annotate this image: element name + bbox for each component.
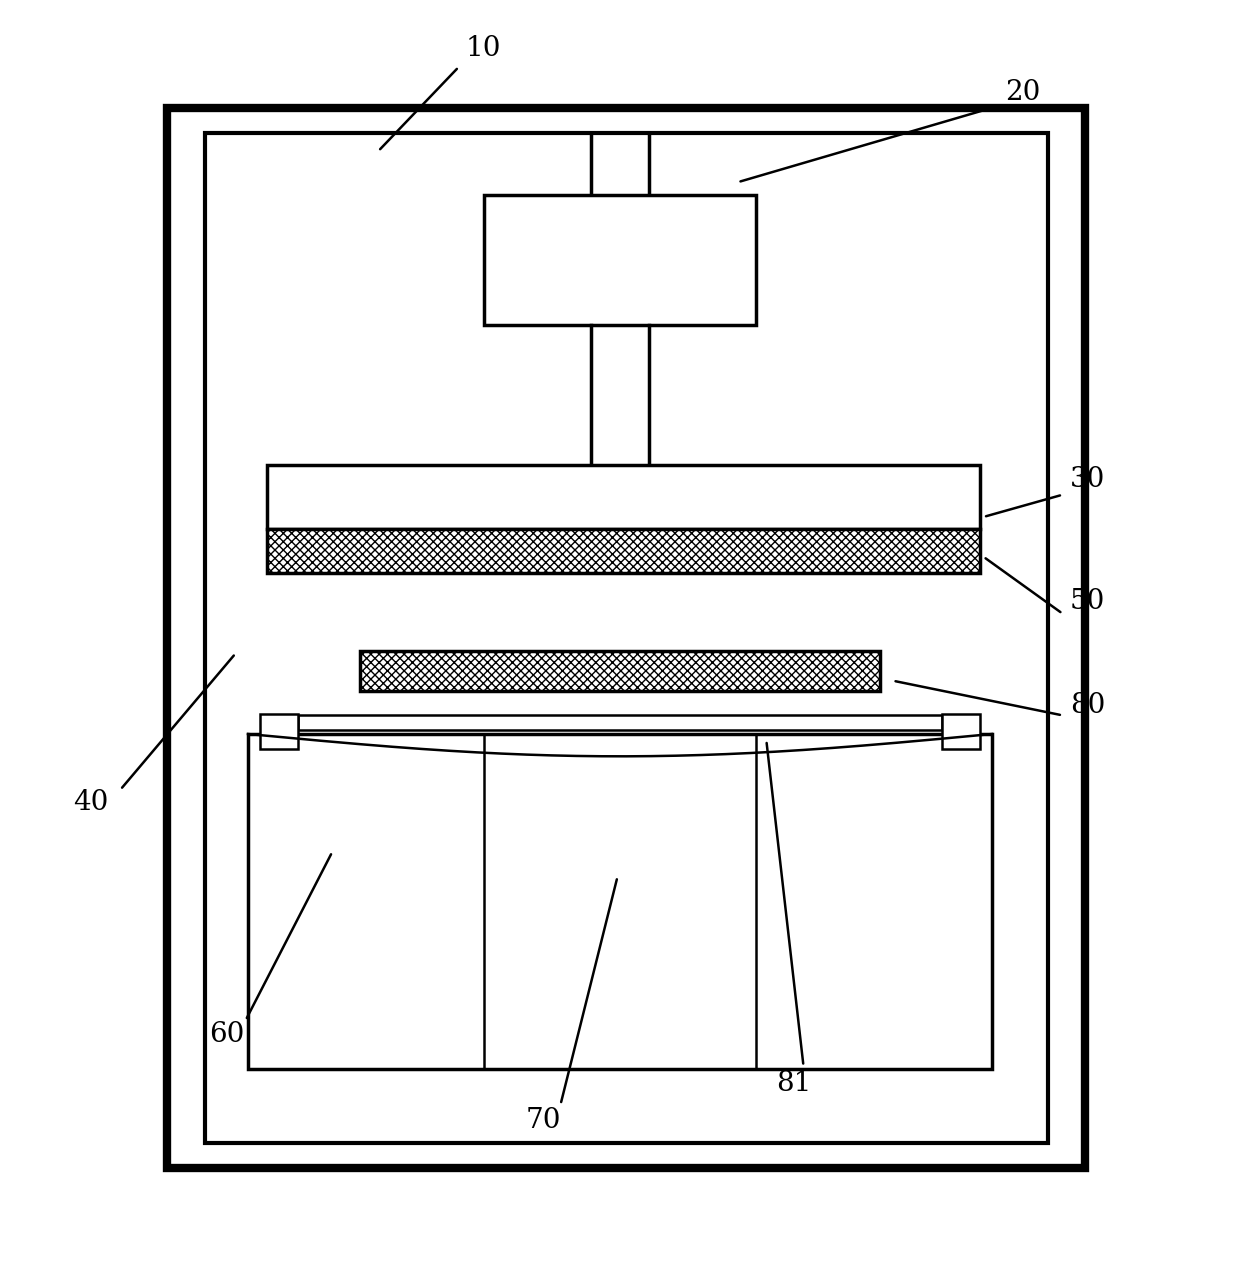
Bar [248, 735, 992, 1069]
Text: 40: 40 [73, 788, 108, 815]
Bar [205, 132, 1048, 1144]
Text: 50: 50 [1070, 588, 1105, 615]
Text: 70: 70 [526, 1108, 560, 1135]
Bar [942, 714, 980, 749]
Text: 10: 10 [466, 35, 501, 62]
Text: 80: 80 [1070, 692, 1105, 719]
Bar [267, 465, 980, 529]
Bar [167, 108, 1085, 1168]
Bar [260, 714, 298, 749]
Text: 20: 20 [1006, 79, 1040, 106]
Bar [298, 715, 942, 731]
Text: 30: 30 [1070, 467, 1105, 494]
Bar [267, 529, 980, 573]
Bar [360, 651, 880, 691]
Bar [484, 195, 756, 324]
Text: 60: 60 [210, 1020, 244, 1047]
Text: 81: 81 [776, 1070, 811, 1097]
